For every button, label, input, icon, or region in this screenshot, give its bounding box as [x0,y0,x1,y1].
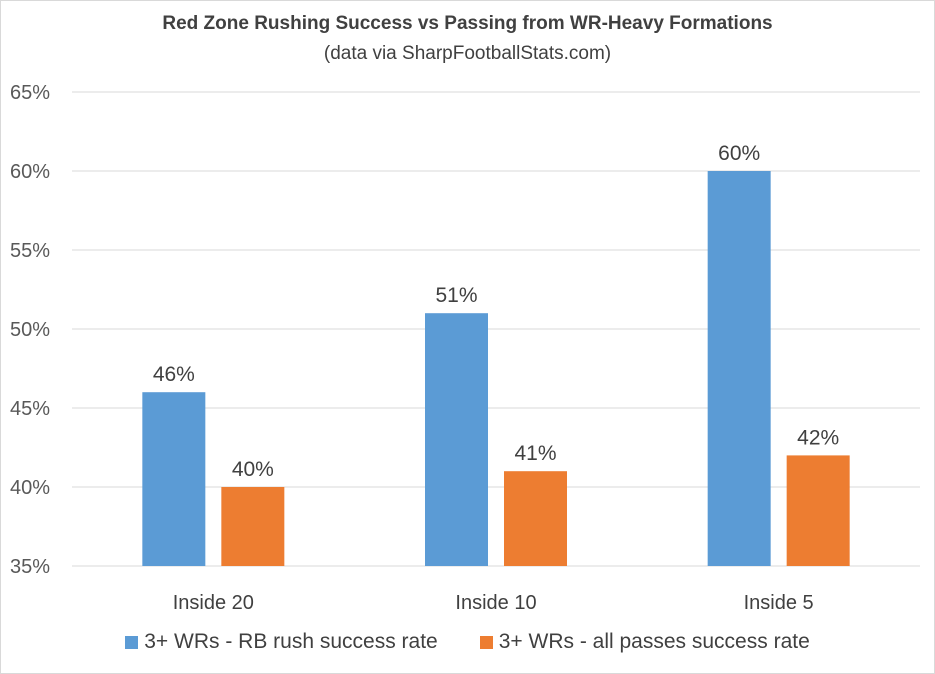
bar-pass [504,471,567,566]
data-label: 40% [232,458,274,481]
data-label: 60% [718,142,760,165]
legend-swatch-pass [479,635,493,649]
y-tick-label: 40% [10,477,50,499]
y-tick-label: 45% [10,398,50,420]
data-label: 46% [153,363,195,386]
data-label: 42% [797,426,839,449]
bar-rush [142,392,206,566]
legend-swatch-rush [125,635,139,649]
y-tick-label: 65% [10,82,50,104]
y-tick-label: 35% [10,556,50,578]
y-tick-label: 55% [10,240,50,262]
x-category-label: Inside 10 [455,592,536,614]
chart-title: Red Zone Rushing Success vs Passing from… [162,13,773,34]
y-tick-label: 60% [10,161,50,183]
bar-rush [425,313,488,566]
legend: 3+ WRs - RB rush success rate 3+ WRs - a… [0,630,935,654]
x-category-label: Inside 5 [744,592,814,614]
x-category-label: Inside 20 [173,592,254,614]
data-label: 41% [514,442,556,465]
legend-label-rush: 3+ WRs - RB rush success rate [144,630,438,653]
legend-label-pass: 3+ WRs - all passes success rate [498,630,810,653]
bar-pass [221,487,285,566]
legend-item-pass: 3+ WRs - all passes success rate [479,630,810,654]
y-tick-label: 50% [10,319,50,341]
legend-item-rush: 3+ WRs - RB rush success rate [125,630,438,654]
data-label: 51% [435,284,477,307]
bar-pass [786,455,850,566]
bar-rush [707,171,771,566]
chart-subtitle: (data via SharpFootballStats.com) [323,43,612,64]
